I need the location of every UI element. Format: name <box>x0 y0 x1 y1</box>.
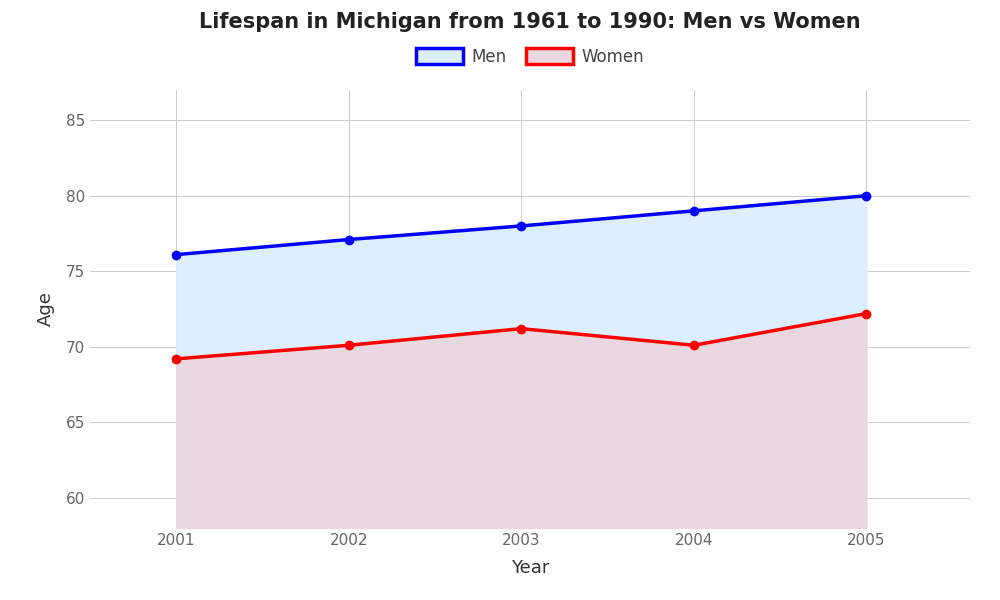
Men <box>688 207 700 214</box>
Line: Men: Men <box>172 191 871 259</box>
Men <box>860 192 872 199</box>
X-axis label: Year: Year <box>511 559 549 577</box>
Women <box>515 325 527 332</box>
Men <box>515 223 527 230</box>
Title: Lifespan in Michigan from 1961 to 1990: Men vs Women: Lifespan in Michigan from 1961 to 1990: … <box>199 11 861 31</box>
Women <box>688 341 700 349</box>
Women <box>860 310 872 317</box>
Men <box>343 236 355 243</box>
Legend: Men, Women: Men, Women <box>409 41 651 73</box>
Men <box>170 251 182 258</box>
Women <box>343 341 355 349</box>
Women <box>170 355 182 362</box>
Line: Women: Women <box>172 310 871 363</box>
Y-axis label: Age: Age <box>37 292 55 326</box>
